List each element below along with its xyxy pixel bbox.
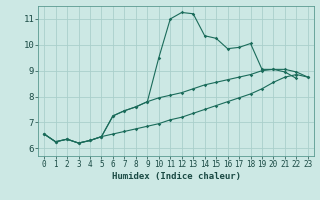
X-axis label: Humidex (Indice chaleur): Humidex (Indice chaleur) (111, 172, 241, 181)
